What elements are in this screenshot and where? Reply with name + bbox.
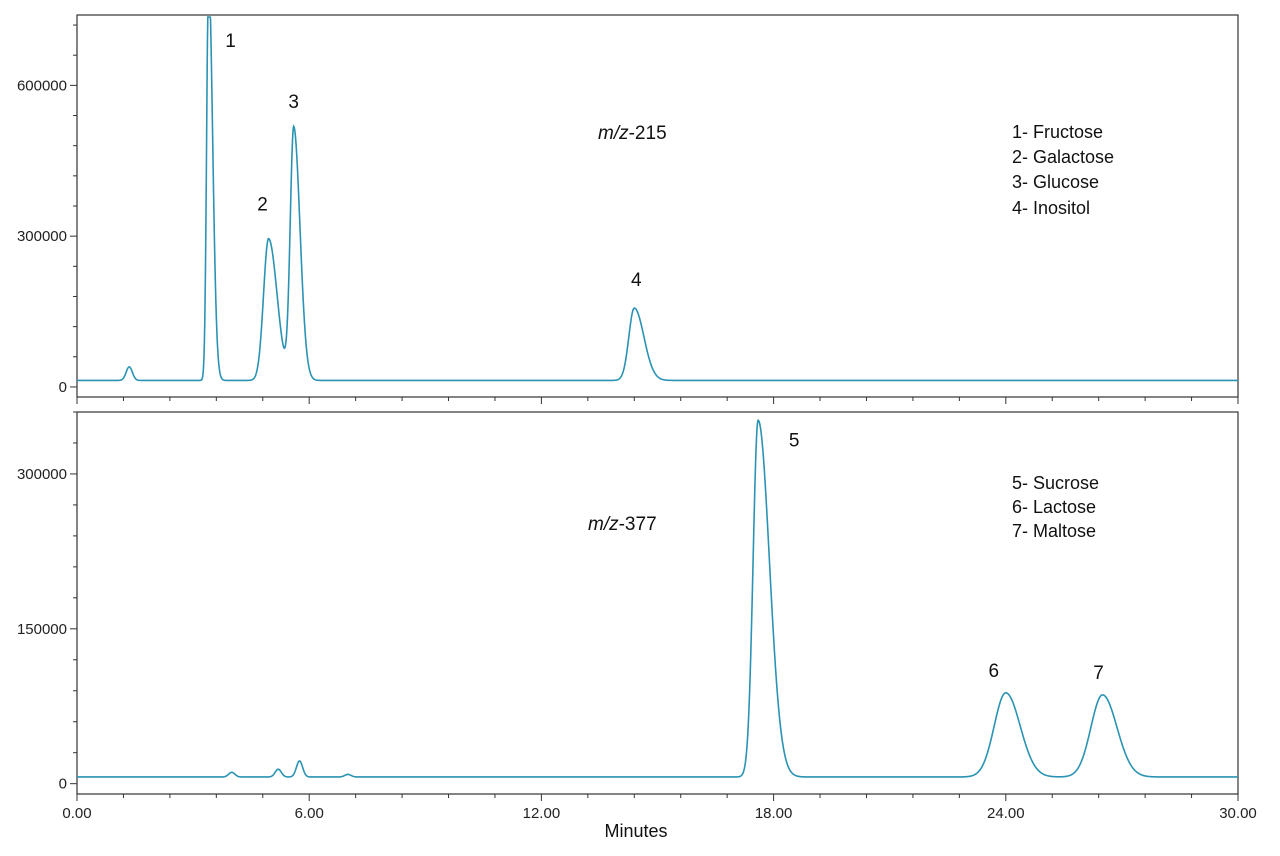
bottom-legend-entry: 7- Maltose <box>1012 521 1096 541</box>
panel-bottom-frame <box>76 411 1239 795</box>
peak-label-4: 4 <box>631 270 642 291</box>
top-mz-suffix: -215 <box>629 123 667 144</box>
x-tick-label: 0.00 <box>62 805 91 822</box>
peak-label-3: 3 <box>288 92 299 113</box>
x-tick-label: 18.00 <box>755 805 793 822</box>
bottom-mz-suffix: -377 <box>619 514 657 535</box>
peak-label-5: 5 <box>789 430 800 451</box>
x-tick-label: 30.00 <box>1219 805 1257 822</box>
panel-top: 0 300000 600000 1 2 3 4 m/z-215 1- Fructose 2… <box>17 14 1239 404</box>
top-x-axis-ticks <box>76 397 1239 404</box>
y-tick-label: 0 <box>59 379 67 396</box>
bottom-y-axis: 0 150000 300000 <box>17 411 77 793</box>
panel-bottom: 0 150000 300000 0.00 6.00 12.00 18.00 24.00 30.… <box>17 411 1257 841</box>
top-legend-entry: 2- Galactose <box>1012 147 1114 167</box>
peak-label-1: 1 <box>225 31 236 52</box>
top-legend-entry: 1- Fructose <box>1012 122 1103 142</box>
x-tick-label: 6.00 <box>295 805 324 822</box>
bottom-legend-entry: 5- Sucrose <box>1012 473 1099 493</box>
y-tick-label: 300000 <box>17 466 67 483</box>
bottom-peak-labels: 5 6 7 <box>789 430 1104 684</box>
bottom-legend-entry: 6- Lactose <box>1012 497 1096 517</box>
peak-label-7: 7 <box>1093 663 1104 684</box>
top-legend: 1- Fructose 2- Galactose 3- Glucose 4- I… <box>1012 122 1114 218</box>
top-mz-annotation: m/z-215 <box>598 123 667 144</box>
x-axis-title: Minutes <box>604 821 667 841</box>
bottom-legend: 5- Sucrose 6- Lactose 7- Maltose <box>1012 473 1099 541</box>
x-tick-label: 12.00 <box>523 805 561 822</box>
top-chromatogram-trace <box>77 16 1238 382</box>
top-legend-entry: 3- Glucose <box>1012 172 1099 192</box>
y-tick-label: 150000 <box>17 621 67 638</box>
y-tick-label: 600000 <box>17 77 67 94</box>
bottom-chromatogram-trace <box>77 419 1238 778</box>
bottom-mz-annotation: m/z-377 <box>588 514 657 535</box>
top-mz-prefix: m/z <box>598 123 629 144</box>
bottom-x-axis: 0.00 6.00 12.00 18.00 24.00 30.00 <box>62 794 1257 822</box>
y-tick-label: 0 <box>59 776 67 793</box>
x-tick-label: 24.00 <box>987 805 1025 822</box>
peak-label-6: 6 <box>989 661 1000 682</box>
peak-label-2: 2 <box>257 195 268 216</box>
top-y-axis: 0 300000 600000 <box>17 24 77 396</box>
top-legend-entry: 4- Inositol <box>1012 198 1090 218</box>
y-tick-label: 300000 <box>17 228 67 245</box>
top-peak-labels: 1 2 3 4 <box>225 31 642 291</box>
bottom-mz-prefix: m/z <box>588 514 619 535</box>
